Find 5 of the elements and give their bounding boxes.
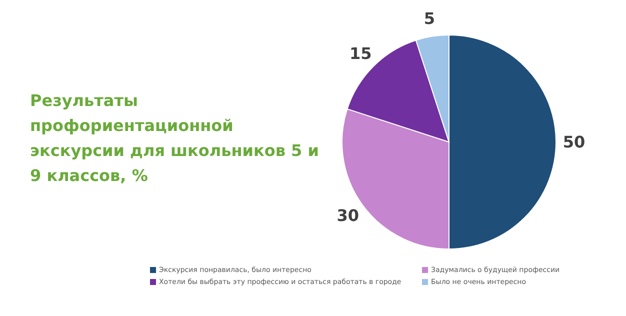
data-label: 15 [349,44,372,64]
text: Результаты профориентационной экскурсии для школьников 5 и 9 классов, % [30,90,320,187]
data-label: 5 [424,9,436,28]
data-label: 50 [562,132,586,152]
data-label: 30 [336,206,360,225]
